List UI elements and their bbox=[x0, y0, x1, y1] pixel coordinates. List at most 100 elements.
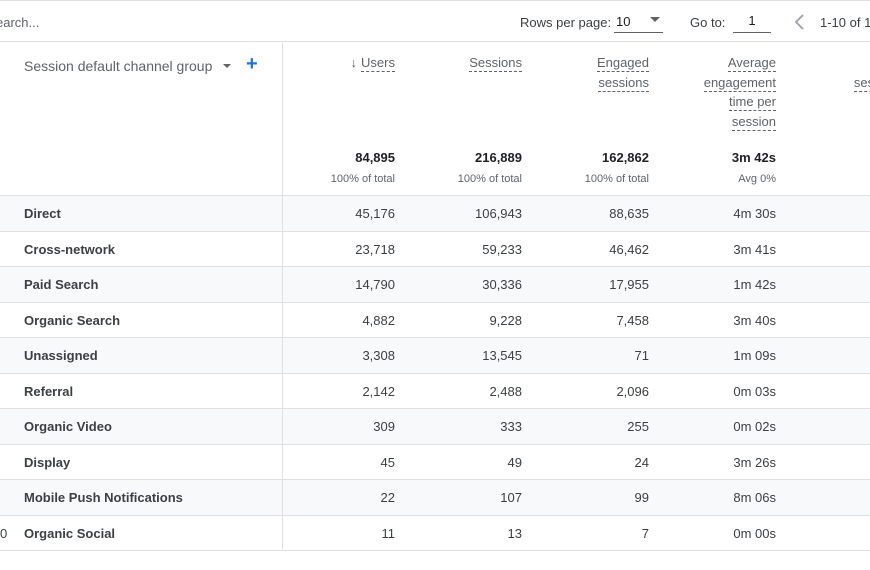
cell-engaged-sessions: 2,096 bbox=[616, 383, 649, 399]
cell-users: 3,308 bbox=[362, 348, 395, 363]
dimension-header: Session default channel group + bbox=[0, 42, 283, 196]
cell-sessions: 13,545 bbox=[482, 348, 522, 363]
dimension-selector[interactable]: Session default channel group bbox=[24, 58, 213, 74]
table-row[interactable]: Mobile Push Notifications 22 107 99 8m 06s bbox=[0, 480, 870, 516]
column-total-sub: 100% of total bbox=[330, 173, 395, 185]
caret-down-icon bbox=[650, 17, 660, 22]
column-header-label: engagement bbox=[703, 74, 776, 92]
column-total-sub: 100% of total bbox=[584, 173, 649, 185]
goto-label: Go to: bbox=[690, 15, 726, 30]
table-row[interactable]: Unassigned 3,308 13,545 71 1m 09s bbox=[0, 338, 870, 374]
column-header-label: session bbox=[853, 73, 870, 93]
column-header-label: Eng bbox=[854, 53, 870, 73]
cell-avg-engagement-time: 0m 03s bbox=[733, 383, 776, 399]
cell-avg-engagement-time: 3m 40s bbox=[733, 312, 776, 328]
table-row[interactable]: Organic Search 4,882 9,228 7,458 3m 40s bbox=[0, 302, 870, 338]
search-input[interactable]: earch... bbox=[0, 15, 40, 30]
arrow-down-icon: ↓ bbox=[350, 55, 358, 70]
cell-sessions: 2,488 bbox=[489, 383, 522, 399]
column-header-label: sessions bbox=[598, 74, 649, 92]
column-header-engagement-rate[interactable]: Engsession bbox=[853, 53, 870, 93]
cell-engaged-sessions: 7,458 bbox=[616, 312, 649, 328]
table-row[interactable]: Referral 2,142 2,488 2,096 0m 03s bbox=[0, 373, 870, 409]
column-header-avg-engagement-time[interactable]: Average engagement time per session bbox=[703, 53, 776, 131]
column-total: 216,889 bbox=[475, 150, 522, 165]
table-row[interactable]: Direct 45,176 106,943 88,635 4m 30s bbox=[0, 196, 870, 232]
cell-engaged-sessions: 99 bbox=[634, 490, 649, 505]
column-header-sessions[interactable]: Sessions bbox=[469, 53, 522, 73]
page-range: 1-10 of 1 bbox=[820, 15, 870, 30]
row-dimension-value: Cross-network bbox=[24, 241, 116, 257]
table-row[interactable]: Organic Video 309 333 255 0m 02s bbox=[0, 409, 870, 445]
cell-engaged-sessions: 88,635 bbox=[609, 206, 649, 221]
cell-users: 45,176 bbox=[355, 206, 395, 221]
table-row[interactable]: 0 Organic Social 11 13 7 0m 00s bbox=[0, 515, 870, 551]
caret-down-icon[interactable] bbox=[223, 64, 231, 68]
cell-avg-engagement-time: 3m 26s bbox=[733, 454, 776, 470]
column-total-sub: Avg 0% bbox=[738, 173, 776, 185]
cell-engaged-sessions: 17,955 bbox=[609, 277, 649, 292]
cell-avg-engagement-time: 3m 41s bbox=[733, 241, 776, 257]
cell-sessions: 49 bbox=[507, 454, 522, 470]
table-toolbar: earch... Rows per page: 10 Go to: 1-10 o… bbox=[0, 0, 870, 42]
row-dimension-value: Organic Social bbox=[24, 525, 116, 541]
column-divider bbox=[282, 267, 283, 302]
header-divider bbox=[0, 195, 870, 196]
plus-icon[interactable]: + bbox=[246, 53, 258, 75]
cell-engaged-sessions: 71 bbox=[634, 348, 649, 363]
column-total: 162,862 bbox=[602, 150, 649, 165]
column-header-engaged-sessions[interactable]: Engaged sessions bbox=[596, 53, 649, 92]
cell-avg-engagement-time: 0m 00s bbox=[733, 525, 776, 541]
cell-sessions: 333 bbox=[500, 419, 522, 434]
row-dimension-value: Unassigned bbox=[24, 348, 98, 363]
table-row[interactable]: Cross-network 23,718 59,233 46,462 3m 41s bbox=[0, 231, 870, 267]
cell-sessions: 13 bbox=[507, 525, 522, 541]
column-total-sub: 100% of total bbox=[457, 173, 522, 185]
cell-users: 45 bbox=[380, 454, 395, 470]
cell-avg-engagement-time: 4m 30s bbox=[733, 206, 776, 221]
rows-per-page-label: Rows per page: bbox=[520, 15, 612, 30]
cell-users: 2,142 bbox=[362, 383, 395, 399]
column-divider bbox=[282, 302, 283, 337]
row-dimension-value: Paid Search bbox=[24, 277, 99, 292]
table-row[interactable]: Display 45 49 24 3m 26s bbox=[0, 444, 870, 480]
column-divider bbox=[282, 480, 283, 515]
column-header-label: Sessions bbox=[469, 55, 522, 72]
cell-avg-engagement-time: 8m 06s bbox=[733, 490, 776, 505]
cell-avg-engagement-time: 1m 09s bbox=[733, 348, 776, 363]
column-divider bbox=[282, 338, 283, 373]
row-index: 0 bbox=[0, 525, 8, 541]
cell-engaged-sessions: 255 bbox=[627, 419, 649, 434]
cell-sessions: 9,228 bbox=[489, 312, 522, 328]
cell-sessions: 59,233 bbox=[482, 241, 522, 257]
column-divider bbox=[282, 515, 283, 550]
cell-users: 11 bbox=[381, 525, 396, 541]
rows-per-page-value: 10 bbox=[616, 14, 631, 29]
cell-users: 4,882 bbox=[362, 312, 395, 328]
cell-engaged-sessions: 7 bbox=[641, 525, 649, 541]
column-total: 84,895 bbox=[355, 150, 395, 165]
cell-users: 309 bbox=[373, 419, 395, 434]
row-dimension-value: Mobile Push Notifications bbox=[24, 490, 183, 505]
cell-users: 23,718 bbox=[355, 241, 395, 257]
column-header-label: session bbox=[731, 113, 776, 131]
cell-sessions: 30,336 bbox=[482, 277, 522, 292]
column-divider bbox=[282, 196, 283, 231]
cell-sessions: 107 bbox=[500, 490, 522, 505]
column-header-label: time per bbox=[729, 94, 776, 111]
column-header-label: Average bbox=[727, 55, 776, 72]
row-dimension-value: Organic Video bbox=[24, 419, 112, 434]
column-divider bbox=[282, 231, 283, 266]
rows-per-page-select[interactable]: 10 bbox=[614, 9, 663, 33]
row-dimension-value: Referral bbox=[24, 383, 74, 399]
column-header-label: ↓ Users bbox=[350, 55, 395, 72]
column-divider bbox=[282, 409, 283, 444]
goto-input[interactable] bbox=[733, 9, 771, 33]
chevron-left-icon[interactable] bbox=[792, 13, 808, 31]
column-header-users[interactable]: ↓ Users bbox=[351, 53, 395, 73]
table-row[interactable]: Paid Search 14,790 30,336 17,955 1m 42s bbox=[0, 267, 870, 303]
column-divider bbox=[282, 373, 283, 408]
row-dimension-value: Direct bbox=[24, 206, 61, 221]
row-dimension-value: Display bbox=[24, 454, 71, 470]
cell-engaged-sessions: 24 bbox=[634, 454, 649, 470]
